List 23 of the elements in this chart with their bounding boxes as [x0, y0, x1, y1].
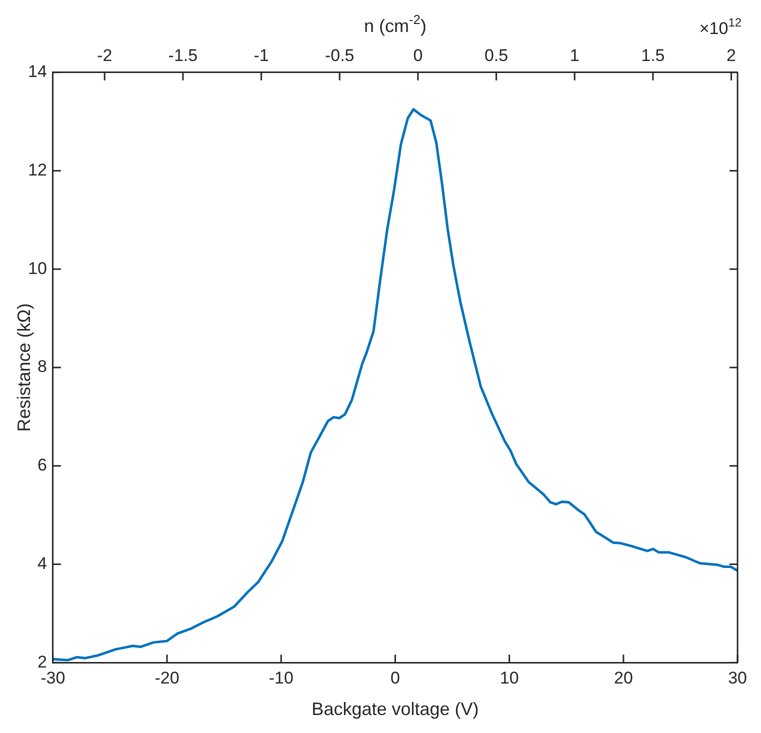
x-tick-label: -10 — [268, 668, 294, 688]
x2-tick-label: -0.5 — [324, 46, 354, 65]
x-tick-label: 30 — [728, 668, 748, 688]
y-axis-title: Resistance (kΩ) — [14, 303, 34, 432]
x-tick-label: 10 — [500, 668, 519, 688]
x-tick-label: 20 — [614, 668, 633, 688]
y-tick-label: 10 — [28, 258, 47, 278]
x2-tick-label: 1 — [570, 46, 580, 65]
x2-tick-label: 1.5 — [641, 46, 665, 65]
x2-tick-label: 2 — [726, 46, 736, 65]
x2-tick-label: 0 — [413, 46, 423, 65]
x2-tick-label: -2 — [97, 46, 112, 65]
x2-tick-label: -1 — [254, 46, 269, 65]
x2-tick-label: -1.5 — [168, 46, 198, 65]
y-tick-label: 6 — [37, 456, 47, 475]
x-tick-label: -20 — [154, 668, 180, 688]
y-tick-label: 8 — [37, 357, 47, 376]
y-tick-label: 12 — [28, 160, 47, 180]
y-tick-label: 4 — [37, 554, 47, 573]
x-tick-label: 0 — [390, 668, 400, 688]
x2-tick-label: 0.5 — [484, 46, 508, 65]
x-axis-title: Backgate voltage (V) — [312, 699, 479, 719]
y-tick-label: 14 — [28, 62, 47, 82]
